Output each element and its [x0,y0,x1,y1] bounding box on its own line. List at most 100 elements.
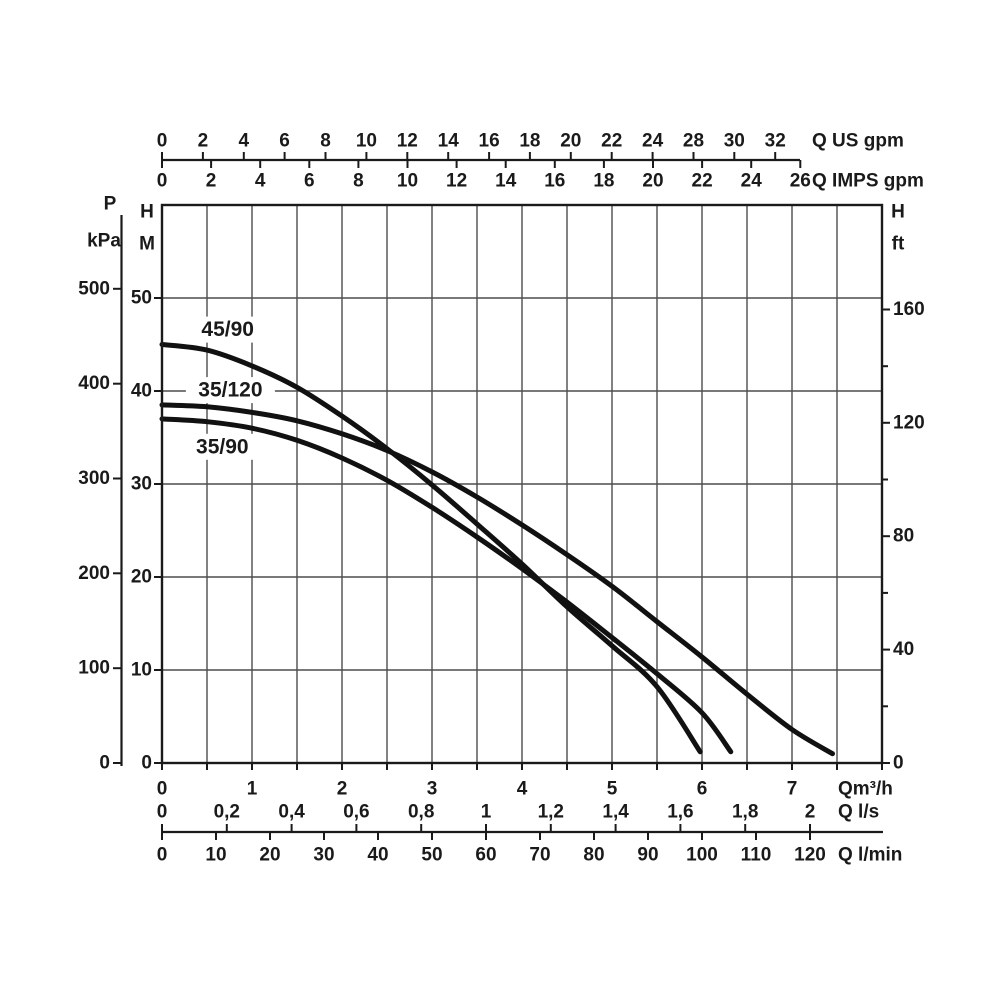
curve-35-90 [159,416,734,755]
axis-header-kpa: kPa [87,231,121,252]
tick-label: 5 [607,779,618,800]
tick-label: 0 [157,171,168,192]
tick-label: 120 [794,845,826,866]
tick-label: 30 [724,131,745,152]
tick-label: 28 [683,131,704,152]
tick-label: 60 [475,845,496,866]
tick-label: 120 [893,412,925,433]
tick-label: 6 [279,131,290,152]
tick-label: 2 [337,779,348,800]
curve-35-120 [159,402,835,757]
axis-header-h-right: H [891,202,905,223]
tick-label: 110 [741,845,772,866]
tick-label: 80 [893,526,914,547]
axis-header-p: P [104,194,117,215]
tick-label: 10 [397,171,418,192]
tick-label: 10 [131,660,152,681]
curve-45-90 [159,342,703,755]
tick-label: 20 [560,131,581,152]
tick-label: 90 [637,845,658,866]
tick-label: 4 [239,131,250,152]
tick-label: 160 [893,299,925,320]
axis-unit-m3h: Qm³/h [838,779,893,800]
tick-label: 2 [198,131,209,152]
grid [161,205,883,770]
tick-label: 0 [99,753,110,774]
curve-labels: 45/90 35/120 35/90 [184,316,275,460]
axis-right-ft: Hft 0 40 80 120 160 [882,202,925,774]
tick-label: 26 [790,171,811,192]
tick-label: 1,6 [667,802,693,823]
curve-label: 45/90 [201,318,254,341]
tick-label: 200 [78,563,110,584]
tick-label: 0 [157,802,168,823]
tick-label: 0 [157,845,168,866]
tick-label: 20 [131,567,152,588]
axis-unit-us-gpm: Q US gpm [812,131,904,152]
tick-label: 1 [481,802,492,823]
tick-label: 7 [787,779,798,800]
tick-label: 6 [304,171,315,192]
curve-label-bg [189,316,266,343]
tick-label: 0,8 [408,802,434,823]
tick-label: 8 [320,131,331,152]
tick-label: 18 [519,131,540,152]
tick-label: 10 [205,845,226,866]
tick-label: 40 [367,845,388,866]
tick-label: 30 [131,474,152,495]
tick-label: 24 [642,131,664,152]
tick-label: 80 [583,845,604,866]
tick-label: 3 [427,779,438,800]
tick-label: 4 [255,171,266,192]
axis-unit-imps-gpm: Q IMPS gpm [812,171,924,192]
tick-label: 10 [356,131,377,152]
tick-label: 2 [206,171,217,192]
tick-label: 40 [893,639,914,660]
tick-label: 300 [78,468,110,489]
tick-label: 0 [157,131,168,152]
tick-label: 70 [529,845,550,866]
curve-label-bg [185,377,275,404]
axis-header-ft: ft [892,234,905,255]
tick-label: 20 [642,171,663,192]
tick-label: 0 [893,753,904,774]
tick-label: 12 [397,131,418,152]
axis-header-h-left: H [140,202,154,223]
tick-label: 24 [741,171,763,192]
tick-label: 0,6 [343,802,369,823]
tick-label: 12 [446,171,467,192]
axis-unit-lmin: Q l/min [838,845,902,866]
curve-label: 35/90 [196,435,249,458]
tick-label: 8 [353,171,364,192]
tick-label: 40 [131,381,152,402]
tick-label: 0,2 [214,802,240,823]
tick-label: 1 [247,779,258,800]
tick-label: 100 [686,845,718,866]
tick-label: 16 [544,171,565,192]
tick-label: 22 [692,171,713,192]
tick-label: 0 [141,753,152,774]
tick-label: 32 [765,131,786,152]
tick-label: 50 [131,288,152,309]
axis-left-m: HM 0 10 20 30 40 50 [131,202,162,774]
tick-label: 18 [593,171,614,192]
tick-label: 400 [78,373,110,394]
tick-label: 1,2 [538,802,564,823]
tick-label: 14 [438,131,460,152]
axis-bottom-flow: 0 1 2 3 4 5 6 7 Qm³/h 0 0,2 0,4 0,6 0,8 1 1,2 1,4 1,6 1,8 2… [157,779,903,866]
tick-label: 20 [259,845,280,866]
tick-label: 30 [313,845,334,866]
tick-label: 6 [697,779,708,800]
tick-label: 22 [601,131,622,152]
curves [159,342,835,757]
tick-label: 100 [78,658,110,679]
tick-label: 50 [421,845,442,866]
tick-label: 500 [78,278,110,299]
tick-label: 2 [805,802,816,823]
tick-label: 4 [517,779,528,800]
tick-label: 0,4 [278,802,305,823]
tick-label: 1,8 [732,802,758,823]
